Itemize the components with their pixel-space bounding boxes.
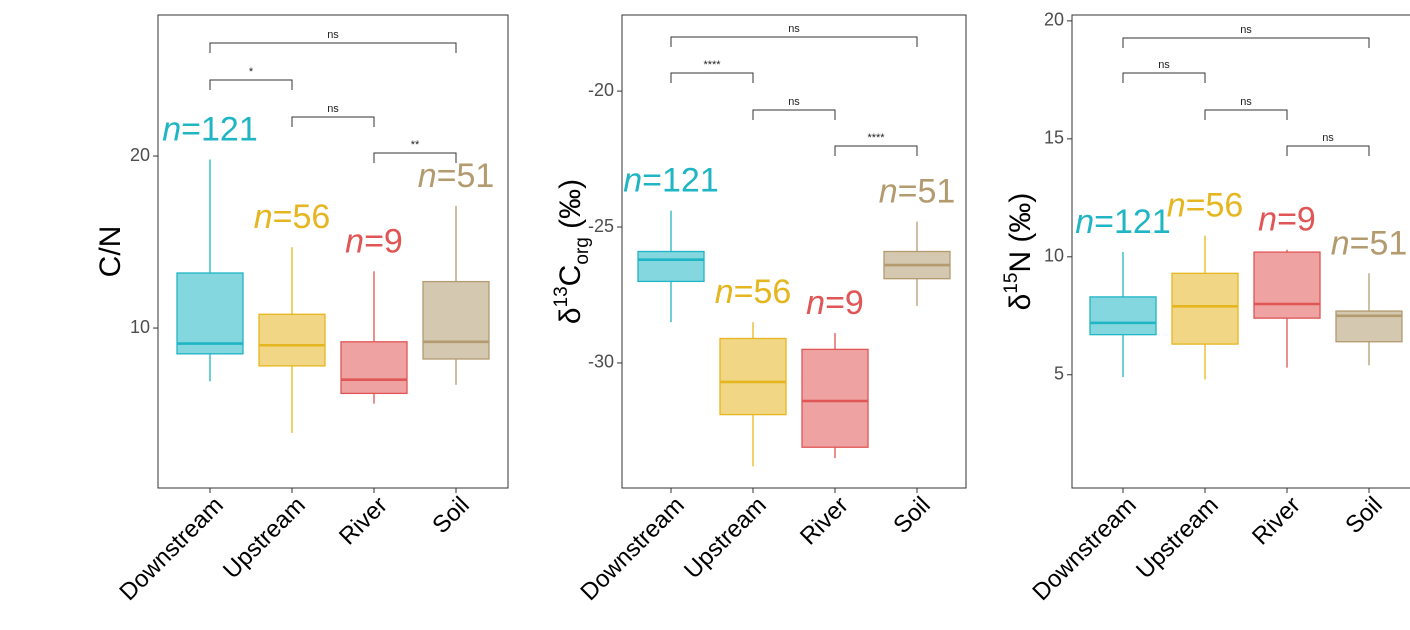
y-tick-label: 5 (1054, 364, 1064, 384)
count-label: n=9 (1258, 201, 1316, 239)
y-axis-title-part: δ (554, 307, 587, 324)
box (1253, 251, 1321, 319)
significance-bracket (1204, 109, 1288, 120)
y-tick-label: 10 (1044, 246, 1064, 266)
x-tick-label: Upstream (218, 492, 311, 585)
significance-bracket (834, 145, 918, 156)
significance-label: ns (1158, 59, 1170, 71)
count-label: n=9 (345, 222, 403, 260)
count-label: n=121 (623, 162, 719, 200)
y-axis-title-part: C (554, 265, 587, 287)
x-tick-label: Downstream (575, 492, 689, 606)
count-label: n=51 (418, 157, 495, 195)
y-tick-label: -30 (588, 352, 614, 372)
y-axis-title-part: (‰) (1004, 193, 1037, 251)
significance-bracket (670, 72, 754, 83)
count-label: n=121 (1075, 203, 1171, 241)
box (340, 341, 408, 395)
y-tick-label: 10 (130, 317, 150, 337)
box (1089, 296, 1157, 336)
significance-bracket (1122, 72, 1206, 83)
significance-label: ns (327, 29, 339, 41)
y-axis-title: C/N (94, 226, 127, 278)
significance-bracket (291, 116, 375, 127)
significance-bracket (1122, 37, 1370, 48)
significance-bracket (1286, 145, 1370, 156)
plot-frame (157, 14, 509, 489)
y-axis-title: δ15N (‰) (1001, 193, 1037, 311)
y-axis-title-part: org (572, 237, 593, 264)
significance-label: ns (788, 23, 800, 35)
significance-bracket (752, 109, 836, 120)
significance-label: ns (1322, 132, 1334, 144)
significance-bracket (670, 36, 918, 47)
x-tick-label: River (1247, 492, 1306, 551)
box (422, 280, 490, 360)
y-axis-title: δ13Corg (‰) (551, 179, 593, 324)
x-tick-label: Upstream (1131, 492, 1224, 585)
significance-label: **** (867, 132, 885, 144)
x-tick-label: Downstream (1027, 492, 1141, 606)
y-tick-label: -20 (588, 80, 614, 100)
box (801, 348, 869, 448)
box (176, 272, 244, 355)
significance-label: * (249, 66, 254, 78)
significance-label: ns (788, 96, 800, 108)
count-label: n=121 (162, 110, 258, 148)
significance-bracket (209, 79, 293, 90)
y-axis-title-part: 13 (551, 286, 572, 307)
x-tick-label: River (334, 492, 393, 551)
x-tick-label: Upstream (679, 492, 772, 585)
significance-label: **** (703, 59, 721, 71)
plot-frame (621, 14, 967, 489)
count-label: n=51 (879, 173, 956, 211)
x-tick-label: River (795, 492, 854, 551)
y-tick-label: -25 (588, 216, 614, 236)
significance-bracket (209, 42, 457, 53)
count-label: n=56 (254, 198, 331, 236)
count-label: n=56 (715, 273, 792, 311)
significance-label: ns (327, 103, 339, 115)
plot-frame (1071, 14, 1410, 489)
count-label: n=9 (806, 284, 864, 322)
y-axis-title-part: (‰) (554, 179, 587, 237)
y-tick-label: 15 (1044, 128, 1064, 148)
x-tick-label: Soil (1340, 492, 1387, 539)
y-axis-title-part: δ (1004, 294, 1037, 311)
y-tick-label: 20 (130, 145, 150, 165)
box (719, 337, 787, 416)
x-tick-label: Soil (888, 492, 935, 539)
y-axis-title-part: 15 (1001, 273, 1022, 294)
x-tick-label: Soil (427, 492, 474, 539)
box (1171, 272, 1239, 345)
significance-label: ns (1240, 96, 1252, 108)
count-label: n=56 (1167, 187, 1244, 225)
y-tick-label: 20 (1044, 10, 1064, 30)
x-tick-label: Downstream (114, 492, 228, 606)
box (258, 313, 326, 367)
significance-label: ** (411, 139, 420, 151)
box (637, 250, 705, 283)
y-axis-title-part: N (1004, 251, 1037, 273)
count-label: n=51 (1331, 224, 1408, 262)
significance-label: ns (1240, 24, 1252, 36)
y-axis-title-part: C/N (94, 226, 127, 278)
significance-bracket (373, 152, 457, 163)
